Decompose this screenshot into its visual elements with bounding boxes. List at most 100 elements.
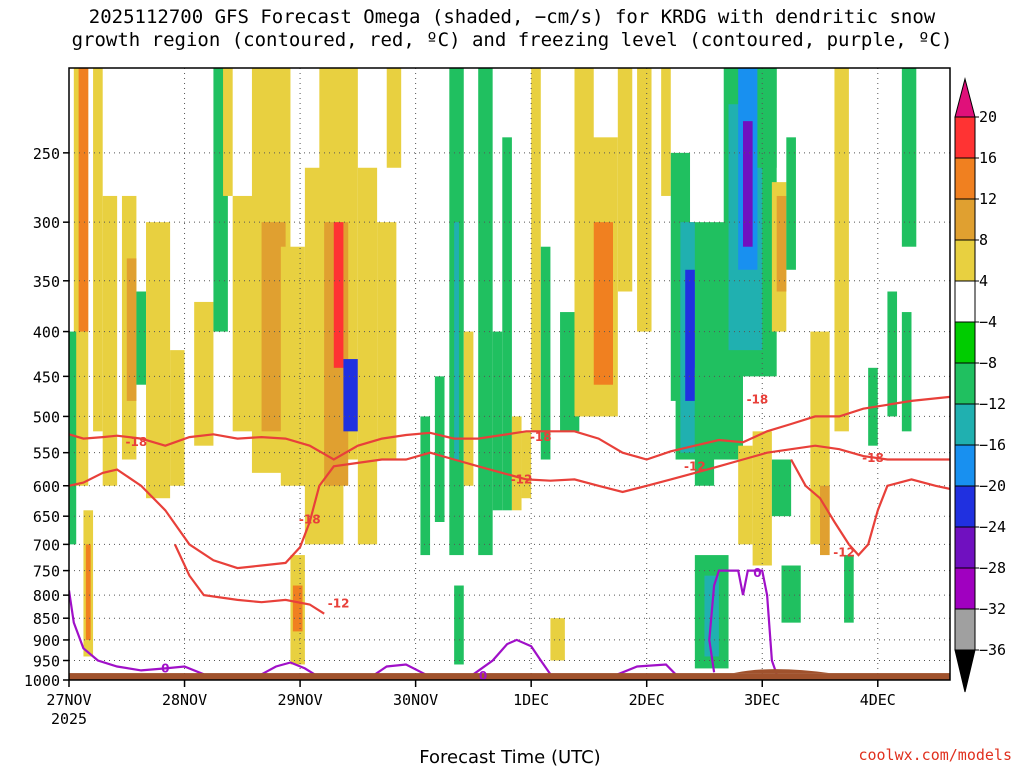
contour-label: 0 [161, 661, 169, 675]
omega-cell [738, 445, 753, 545]
y-tick-label: 1000 [24, 672, 60, 690]
x-tick-label: 2DEC [629, 691, 665, 709]
omega-cell [742, 121, 753, 247]
omega-cell [194, 301, 214, 446]
freezing-contour-line [371, 663, 426, 678]
omega-cell [343, 359, 358, 432]
omega-cell [786, 137, 796, 270]
omega-cell [454, 222, 459, 460]
colorbar-swatch [954, 321, 976, 364]
freezing-contour-line [261, 661, 316, 676]
x-tick-label: 3DEC [744, 691, 780, 709]
colorbar-swatch [954, 403, 976, 446]
x-tick-label: 27NOV [46, 691, 91, 709]
contour-label: -12 [833, 545, 855, 559]
y-tick-label: 300 [33, 214, 60, 232]
colorbar-label: −4 [979, 313, 997, 331]
omega-cell [78, 68, 89, 332]
contour-label: -18 [862, 451, 884, 465]
omega-cell [136, 291, 147, 385]
omega-cell [492, 331, 503, 511]
omega-cell [757, 68, 777, 168]
freezing-level-contours [69, 569, 778, 678]
omega-cell [511, 416, 522, 511]
dgz-contour-line [790, 458, 950, 557]
colorbar-label: −36 [979, 641, 1006, 659]
colorbar-swatch [954, 526, 976, 569]
y-tick-label: 650 [33, 508, 60, 526]
omega-cell [502, 137, 512, 511]
y-tick-label: 900 [33, 632, 60, 650]
y-tick-label: 450 [33, 368, 60, 386]
x-axis-label: Forecast Time (UTC) [419, 747, 600, 768]
colorbar-swatch [954, 198, 976, 241]
omega-cell [531, 68, 541, 432]
omega-cell [292, 585, 303, 632]
colorbar-label: −20 [979, 477, 1006, 495]
omega-cell [617, 68, 633, 292]
y-tick-label: 700 [33, 536, 60, 554]
colorbar-swatch [954, 485, 976, 528]
y-tick-label: 250 [33, 145, 60, 163]
x-tick-label: 28NOV [162, 691, 207, 709]
chart-title: 2025112700 GFS Forecast Omega (shaded, −… [0, 6, 1024, 52]
colorbar-top-arrow [954, 77, 976, 118]
omega-cell [463, 331, 474, 486]
contour-label: -18 [126, 435, 148, 449]
credit-link[interactable]: coolwx.com/models [858, 746, 1012, 764]
omega-cell [126, 258, 137, 401]
terrain-band [69, 673, 950, 680]
omega-shading [69, 68, 917, 669]
freezing-contour-line [472, 638, 552, 676]
y-tick-label: 500 [33, 408, 60, 426]
y-tick-label: 350 [33, 273, 60, 291]
omega-cell [93, 68, 103, 432]
colorbar-label: −32 [979, 600, 1006, 618]
colorbar-swatch [954, 280, 976, 323]
colorbar: 20 16 12 8 4 −4 −8 −12 −16 −20 −24 −28 −32 −36 [954, 77, 1006, 693]
y-tick-label: 750 [33, 563, 60, 581]
omega-cell [550, 618, 565, 661]
colorbar-label: −28 [979, 559, 1006, 577]
omega-cell [637, 68, 652, 332]
title-line-1: 2025112700 GFS Forecast Omega (shaded, −… [88, 6, 936, 28]
omega-cell [540, 246, 551, 460]
omega-cell [357, 167, 378, 545]
contour-labels: -18 -18 -12 -12 -18 -12 -18 -18 -12 0 0 0 [126, 392, 884, 683]
colorbar-bottom-arrow [954, 649, 976, 693]
dgz-contour-line [173, 543, 325, 615]
omega-cell [593, 222, 614, 385]
colorbar-swatch [954, 239, 976, 282]
colorbar-swatch [954, 116, 976, 159]
contour-label: -12 [684, 459, 706, 473]
omega-cell [434, 376, 445, 522]
colorbar-label: 12 [979, 190, 997, 208]
dgz-contour-line [69, 444, 950, 570]
plot-frame [68, 67, 951, 681]
y-tick-label: 950 [33, 652, 60, 670]
y-tick-label: 850 [33, 610, 60, 628]
omega-cell [85, 544, 91, 640]
omega-cell [820, 485, 830, 556]
freezing-contour-line [69, 590, 205, 676]
omega-cell [781, 565, 801, 623]
omega-cell [776, 195, 787, 292]
colorbar-label: 8 [979, 231, 988, 249]
y-tick-label: 600 [33, 478, 60, 496]
contour-label: 0 [753, 566, 761, 580]
contour-label: -18 [299, 513, 321, 527]
omega-cell [478, 68, 493, 556]
contour-label: -12 [328, 597, 350, 611]
omega-cell [887, 291, 898, 417]
freezing-contour-line [708, 569, 778, 675]
x-tick-label: 4DEC [860, 691, 896, 709]
omega-cell [170, 350, 185, 486]
contour-label: 0 [479, 669, 487, 683]
omega-cell [102, 195, 118, 486]
terrain-fill [69, 669, 950, 680]
colorbar-label: −24 [979, 518, 1006, 536]
omega-cell [386, 68, 402, 168]
y-axis: 250 300 350 400 450 500 550 600 650 700 750 800 850 9… [24, 145, 69, 690]
